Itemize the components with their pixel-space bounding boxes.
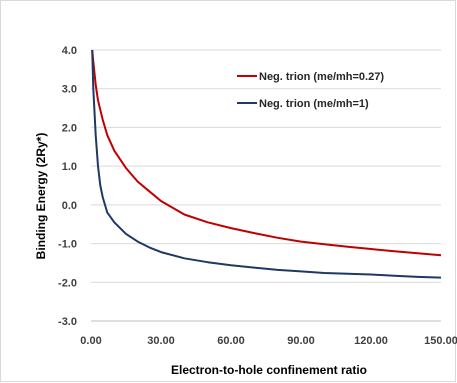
y-tick-label: 1.0	[62, 161, 77, 173]
y-tick-label: -3.0	[58, 316, 77, 328]
y-tick-label: 3.0	[62, 84, 77, 96]
x-tick-label: 0.00	[80, 335, 101, 347]
y-tick-label: 0.0	[62, 200, 77, 212]
x-tick-label: 150.00	[424, 335, 457, 347]
series-line-1	[91, 49, 442, 279]
legend-label-0: Neg. trion (me/mh=0.27)	[259, 71, 384, 83]
y-axis-title: Binding Energy (2Ry*)	[34, 133, 48, 260]
x-tick-label: 60.00	[217, 335, 245, 347]
x-tick-label: 120.00	[354, 335, 388, 347]
x-axis-title: Electron-to-hole confinement ratio	[171, 363, 367, 377]
y-tick-label: 4.0	[62, 45, 77, 57]
legend: Neg. trion (me/mh=0.27) Neg. trion (me/mh…	[237, 71, 384, 110]
series-line-0	[91, 49, 442, 257]
y-tick-label: 2.0	[62, 122, 77, 134]
series-lines	[91, 49, 442, 279]
x-tick-label: 30.00	[147, 335, 175, 347]
y-tick-label: -1.0	[58, 239, 77, 251]
gridlines	[91, 49, 441, 283]
y-axis-ticks: 4.0 3.0 2.0 1.0 0.0 -1.0 -2.0 -3.0	[58, 45, 77, 328]
x-tick-label: 90.00	[287, 335, 315, 347]
x-axis-ticks: 0.00 30.00 60.00 90.00 120.00 150.00	[80, 335, 457, 347]
legend-label-1: Neg. trion (me/mh=1)	[259, 98, 369, 110]
y-tick-label: -2.0	[58, 277, 77, 289]
